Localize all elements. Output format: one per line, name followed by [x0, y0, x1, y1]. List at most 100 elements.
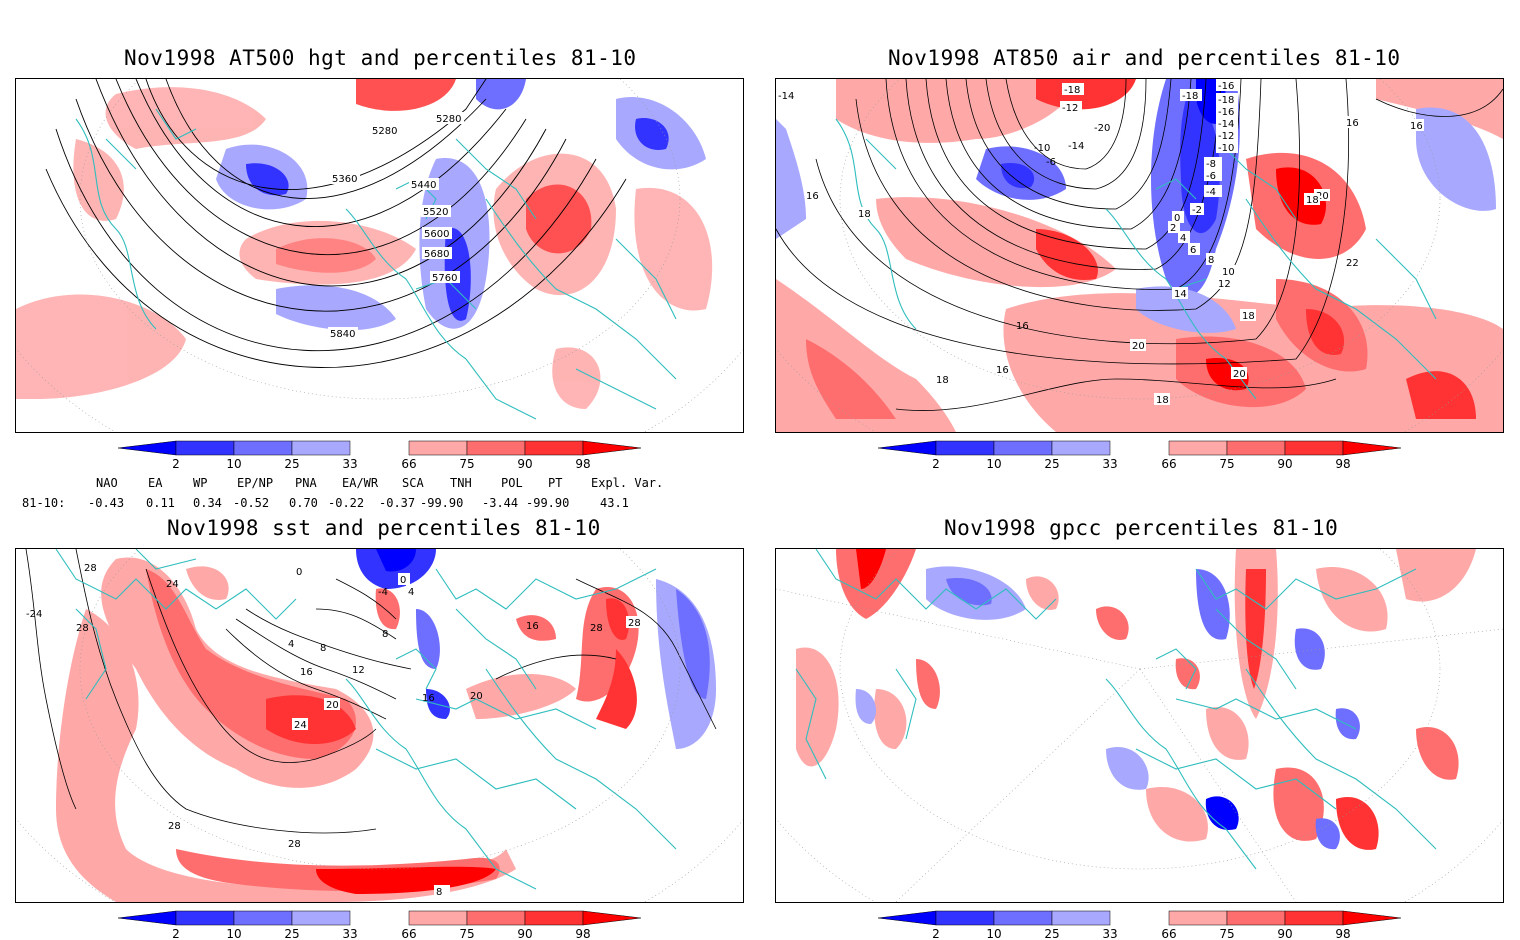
svg-text:20: 20: [1316, 191, 1329, 202]
contour-label: 20: [1231, 367, 1247, 380]
map-hgt500: 5280 5280 5360 5440 5520 5600 5680 5760 …: [16, 79, 743, 432]
svg-text:-18: -18: [1182, 91, 1198, 102]
contour-label: 18: [1240, 309, 1256, 322]
colorbar-swatch: [117, 440, 177, 456]
colorbar-tick-label: 75: [1219, 457, 1234, 471]
panel-title-sst: Nov1998 sst and percentiles 81-10: [167, 516, 601, 540]
contour-label: 5840: [328, 327, 358, 340]
colorbar-swatch: [877, 440, 937, 456]
contour-label: 28: [590, 623, 603, 634]
svg-text:16: 16: [422, 693, 435, 704]
svg-text:5520: 5520: [423, 207, 448, 218]
colorbar-tick-label: 25: [284, 457, 299, 471]
index-header: EA/WR: [342, 476, 379, 490]
contour-label: -18: [1062, 83, 1084, 96]
svg-text:16: 16: [1346, 118, 1359, 129]
colorbar-tick-label: 90: [1277, 457, 1292, 471]
contour-label: 0: [296, 567, 302, 578]
svg-text:8: 8: [382, 629, 388, 640]
colorbar-tick-label: 10: [226, 927, 241, 940]
svg-text:-4: -4: [378, 587, 388, 598]
svg-text:5360: 5360: [332, 174, 357, 185]
contour-label: -14: [1216, 117, 1238, 130]
svg-text:5440: 5440: [411, 180, 436, 191]
svg-text:0: 0: [400, 575, 406, 586]
index-value: -0.52: [233, 496, 270, 510]
svg-text:4: 4: [408, 587, 414, 598]
contour-label: 4: [1178, 231, 1190, 244]
svg-text:12: 12: [352, 665, 365, 676]
contour-label: -18: [1180, 89, 1202, 102]
colorbar-swatch: [408, 440, 468, 456]
colorbar-tick-label: 90: [517, 457, 532, 471]
colorbar-tick-label: 75: [1219, 927, 1234, 940]
colorbar-tick-label: 25: [1044, 927, 1059, 940]
index-header: SCA: [402, 476, 424, 490]
panel-title-air850: Nov1998 AT850 air and percentiles 81-10: [888, 46, 1401, 70]
colorbar-gpcc: 2 10 25 33 66 75 90 98: [877, 910, 1402, 940]
contour-label: 18: [936, 375, 949, 386]
contour-label: 16: [1344, 116, 1360, 129]
svg-text:-14: -14: [1218, 119, 1234, 130]
svg-text:24: 24: [166, 579, 179, 590]
contour-label: 20: [324, 698, 340, 711]
colorbar-tick-label: 75: [459, 927, 474, 940]
contour-label: 16: [1016, 321, 1029, 332]
svg-text:6: 6: [1190, 245, 1196, 256]
colorbar-swatch: [1168, 440, 1228, 456]
colorbar-swatch: [582, 910, 642, 926]
svg-text:28: 28: [76, 623, 89, 634]
contour-label: 18: [1154, 393, 1170, 406]
svg-text:-18: -18: [1218, 95, 1234, 106]
contour-label: 12: [352, 665, 365, 676]
index-value: -99.90: [420, 496, 464, 510]
svg-text:2: 2: [1170, 223, 1176, 234]
index-header: PNA: [295, 476, 317, 490]
svg-text:5840: 5840: [330, 329, 355, 340]
svg-text:16: 16: [1016, 321, 1029, 332]
svg-text:0: 0: [1174, 213, 1180, 224]
contour-label: 28: [168, 821, 181, 832]
colorbar-tick-label: 98: [1335, 927, 1350, 940]
contour-label: 16: [422, 693, 435, 704]
colorbar-tick-label: 25: [284, 927, 299, 940]
svg-text:12: 12: [1218, 279, 1231, 290]
map-sst: 28 24 28 -24 0 -4 0 4 4 8 8 12 16 20 24 …: [16, 549, 743, 902]
contour-label: -24: [26, 609, 42, 620]
colorbar-tick-label: 66: [401, 927, 416, 940]
contour-label: 28: [626, 616, 642, 629]
colorbar-tick-label: 66: [1161, 927, 1176, 940]
contour-label: 16: [1408, 119, 1424, 132]
colorbar-swatch: [877, 910, 937, 926]
colorbar-swatch: [1226, 440, 1286, 456]
contour-label: 24: [166, 579, 179, 590]
svg-text:-10: -10: [1218, 143, 1234, 154]
contour-label: 22: [1344, 256, 1360, 269]
index-header: Expl. Var.: [591, 476, 664, 490]
contour-label: 8: [320, 643, 326, 654]
colorbar-hgt500: 2 10 25 33 66 75 90 98: [117, 440, 642, 471]
svg-text:0: 0: [296, 567, 302, 578]
colorbar-tick-label: 2: [172, 927, 180, 940]
index-header: EP/NP: [237, 476, 274, 490]
svg-text:8: 8: [320, 643, 326, 654]
svg-text:-10: -10: [1034, 143, 1050, 154]
index-header: POL: [501, 476, 523, 490]
svg-text:18: 18: [1306, 195, 1319, 206]
svg-text:28: 28: [590, 623, 603, 634]
colorbar-tick-label: 66: [401, 457, 416, 471]
contour-label: 5280: [370, 124, 400, 137]
colorbar-swatch: [582, 440, 642, 456]
colorbar-swatch: [1284, 910, 1344, 926]
svg-text:18: 18: [858, 209, 871, 220]
index-header: EA: [148, 476, 163, 490]
svg-text:20: 20: [1233, 369, 1246, 380]
svg-text:14: 14: [1174, 289, 1187, 300]
svg-text:28: 28: [288, 839, 301, 850]
index-value: 0.70: [289, 496, 318, 510]
contour-label: 5520: [421, 205, 451, 218]
contour-label: 4: [406, 585, 418, 598]
svg-text:-18: -18: [1064, 85, 1080, 96]
svg-text:18: 18: [1156, 395, 1169, 406]
colorbar-tick-label: 98: [1335, 457, 1350, 471]
